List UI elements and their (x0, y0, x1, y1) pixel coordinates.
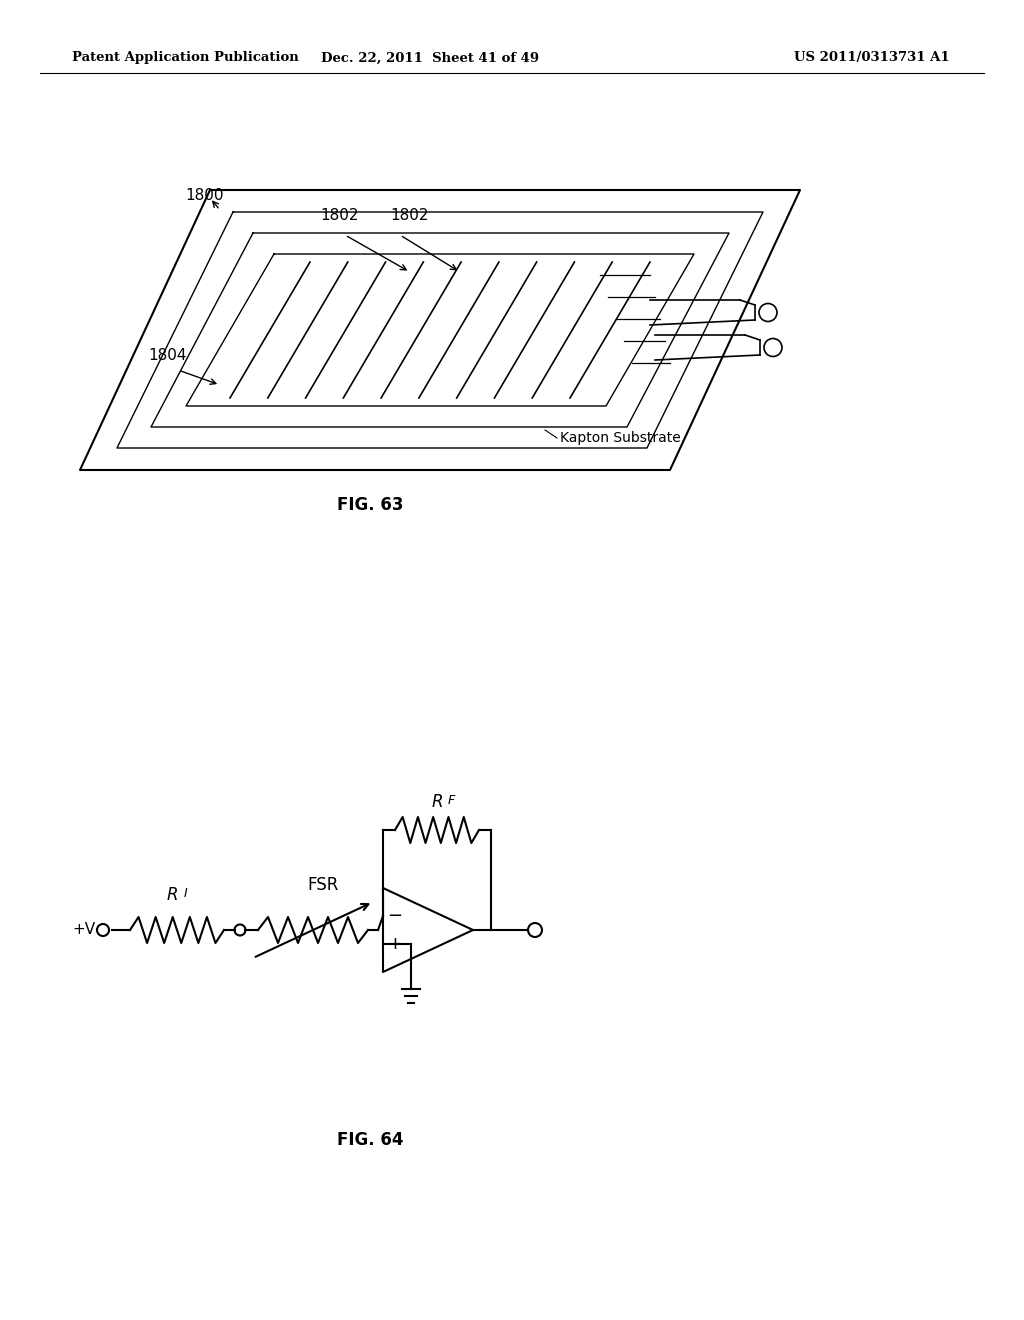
Text: −: − (387, 907, 402, 925)
Text: I: I (184, 887, 187, 900)
Text: Dec. 22, 2011  Sheet 41 of 49: Dec. 22, 2011 Sheet 41 of 49 (321, 51, 539, 65)
Text: R: R (431, 793, 442, 810)
Text: 1802: 1802 (319, 207, 358, 223)
Text: Patent Application Publication: Patent Application Publication (72, 51, 299, 65)
Text: 1804: 1804 (148, 347, 186, 363)
Text: 1802: 1802 (390, 207, 428, 223)
Text: +V: +V (72, 923, 95, 937)
Text: US 2011/0313731 A1: US 2011/0313731 A1 (795, 51, 950, 65)
Text: R: R (166, 886, 178, 904)
Text: Kapton Substrate: Kapton Substrate (560, 432, 681, 445)
Text: F: F (447, 795, 455, 807)
Text: FIG. 64: FIG. 64 (337, 1131, 403, 1148)
Text: 1800: 1800 (185, 187, 223, 202)
Text: FSR: FSR (307, 876, 339, 894)
Text: FIG. 63: FIG. 63 (337, 496, 403, 513)
Text: +: + (387, 935, 402, 953)
